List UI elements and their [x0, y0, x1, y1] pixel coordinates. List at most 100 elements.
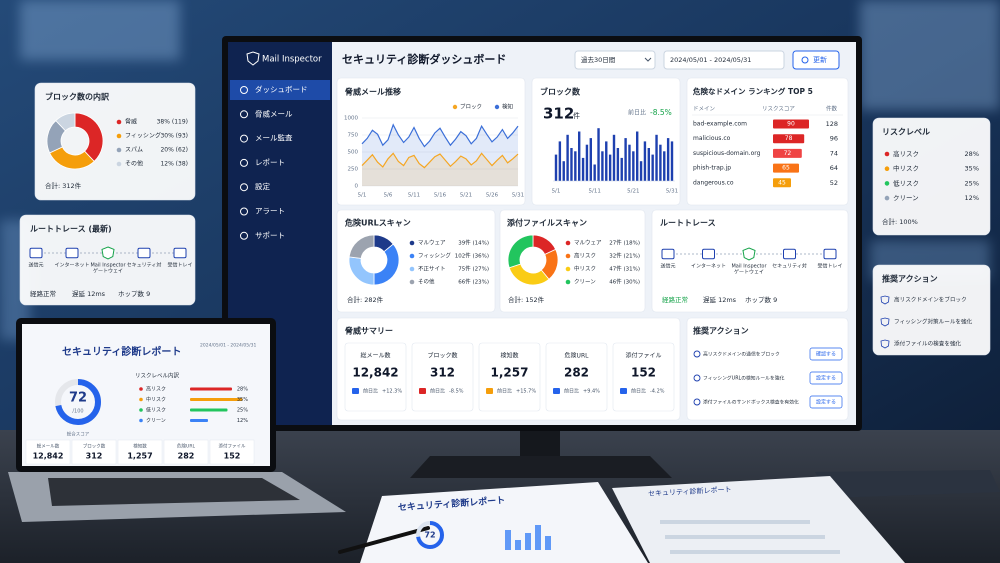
kpi-icon	[486, 388, 493, 394]
legend-value: 75件 (27%)	[458, 265, 489, 273]
bar	[651, 154, 654, 181]
card-title: 添付ファイルスキャン	[507, 218, 587, 228]
domain-name: suspicious-domain.org	[693, 150, 761, 157]
route-label: ゲートウェイ	[734, 269, 764, 276]
legend-value: 35%	[237, 397, 248, 403]
legend-dot	[116, 161, 122, 167]
kpi-box	[344, 342, 407, 412]
delta-label: 前日比	[497, 388, 512, 395]
total-label: 合計: 100%	[882, 217, 918, 226]
x-tick-label: 5/31	[512, 193, 524, 199]
kpi-box	[411, 342, 474, 412]
period-select[interactable]	[574, 50, 656, 70]
gauge-max: /100	[72, 409, 83, 415]
card-title: 危険なドメイン ランキング TOP 5	[693, 86, 813, 96]
action-text: フィッシングURLの検知ルールを強化	[703, 375, 785, 382]
route-node	[661, 248, 675, 260]
kpi-label: 検知数	[500, 352, 518, 360]
card	[686, 77, 849, 206]
action-button-label: 確認する	[816, 351, 836, 358]
bar	[562, 161, 565, 181]
legend-dot	[565, 266, 571, 272]
floating-card	[19, 214, 196, 306]
delta-value: -8.5%	[449, 389, 464, 395]
route-label: 送信元	[660, 263, 675, 270]
bar	[639, 161, 643, 181]
route-node	[137, 247, 151, 259]
column-header: リスクスコア	[762, 106, 795, 113]
route-label: 受信トレイ	[167, 262, 192, 269]
kpi-label: 添付ファイル	[625, 352, 661, 360]
menu-item[interactable]: ダッシュボード	[255, 84, 308, 94]
route-label: インターネット	[54, 262, 89, 269]
paper-line	[670, 550, 840, 554]
legend-dot	[409, 253, 415, 259]
action-button[interactable]	[809, 371, 843, 385]
kpi-value: 152	[631, 366, 656, 380]
delta-value: -8.5%	[650, 108, 672, 117]
action-button[interactable]	[809, 395, 843, 409]
y-tick-label: 750	[348, 133, 359, 139]
kpi-label: 総メール数	[360, 352, 390, 360]
refresh-button[interactable]	[792, 50, 840, 70]
brand: Mail Inspector	[262, 55, 322, 65]
legend-label: 不正サイト	[418, 266, 446, 273]
legend-value: 12%	[237, 418, 248, 424]
domain-name: dangerous.co	[693, 179, 734, 186]
total-label: 合計: 312件	[45, 181, 82, 190]
legend-dot	[139, 397, 143, 402]
score-label: 78	[785, 135, 793, 142]
action-icon	[693, 350, 701, 358]
y-tick-label: 500	[348, 150, 359, 156]
donut-slice	[74, 112, 104, 162]
y-tick-label: 250	[348, 167, 359, 173]
score-badge	[773, 148, 802, 158]
kpi-label: 危険URL	[565, 352, 590, 360]
menu-item[interactable]: アラート	[255, 207, 285, 216]
menu-item[interactable]: 脅威メール	[255, 108, 293, 118]
kpi-value: 1,257	[491, 366, 529, 380]
legend-dot	[565, 279, 571, 285]
menu-item[interactable]: メール監査	[255, 133, 293, 143]
legend-value: 66件 (23%)	[458, 278, 489, 286]
kpi-label: ブロック数	[427, 352, 457, 360]
refresh-label: 更新	[813, 55, 827, 64]
legend-label: 中リスク	[893, 164, 919, 173]
menu-item[interactable]: レポート	[255, 158, 285, 167]
bar	[558, 141, 562, 181]
total-value: 312	[543, 105, 574, 123]
legend-dot	[409, 279, 415, 285]
kpi-label: 検知数	[133, 443, 147, 450]
action-icon	[880, 295, 890, 305]
bar	[666, 138, 670, 181]
date-range[interactable]	[663, 50, 785, 70]
route-node	[823, 248, 837, 260]
card	[686, 317, 849, 421]
kpi-value: 282	[178, 452, 195, 461]
kpi-label: 総メール数	[37, 443, 60, 450]
legend-label: マルウェア	[574, 239, 602, 247]
legend-value: 102件 (36%)	[455, 252, 489, 260]
series-area	[362, 124, 518, 186]
y-tick-label: 0	[355, 184, 359, 190]
kpi-value: 282	[564, 366, 589, 380]
kpi-label: ブロック数	[83, 443, 106, 450]
delta-value: -4.2%	[650, 389, 665, 395]
legend-value: 38% (119)	[157, 119, 188, 126]
legend-value: 12% (38)	[160, 161, 188, 168]
delta-label: 前日比	[628, 109, 646, 117]
score-badge	[773, 134, 805, 144]
menu-item[interactable]: サポート	[255, 231, 285, 240]
legend-label: 脅威	[125, 118, 137, 126]
action-button[interactable]	[809, 347, 843, 361]
route-label: 送信元	[28, 262, 43, 269]
chevron	[644, 57, 652, 62]
legend-dot	[139, 418, 143, 423]
donut-slice	[348, 234, 375, 259]
gauge-value	[55, 379, 101, 425]
menu-item[interactable]: 設定	[255, 182, 270, 191]
legend-dot	[139, 408, 143, 412]
window-glow	[0, 0, 1000, 340]
